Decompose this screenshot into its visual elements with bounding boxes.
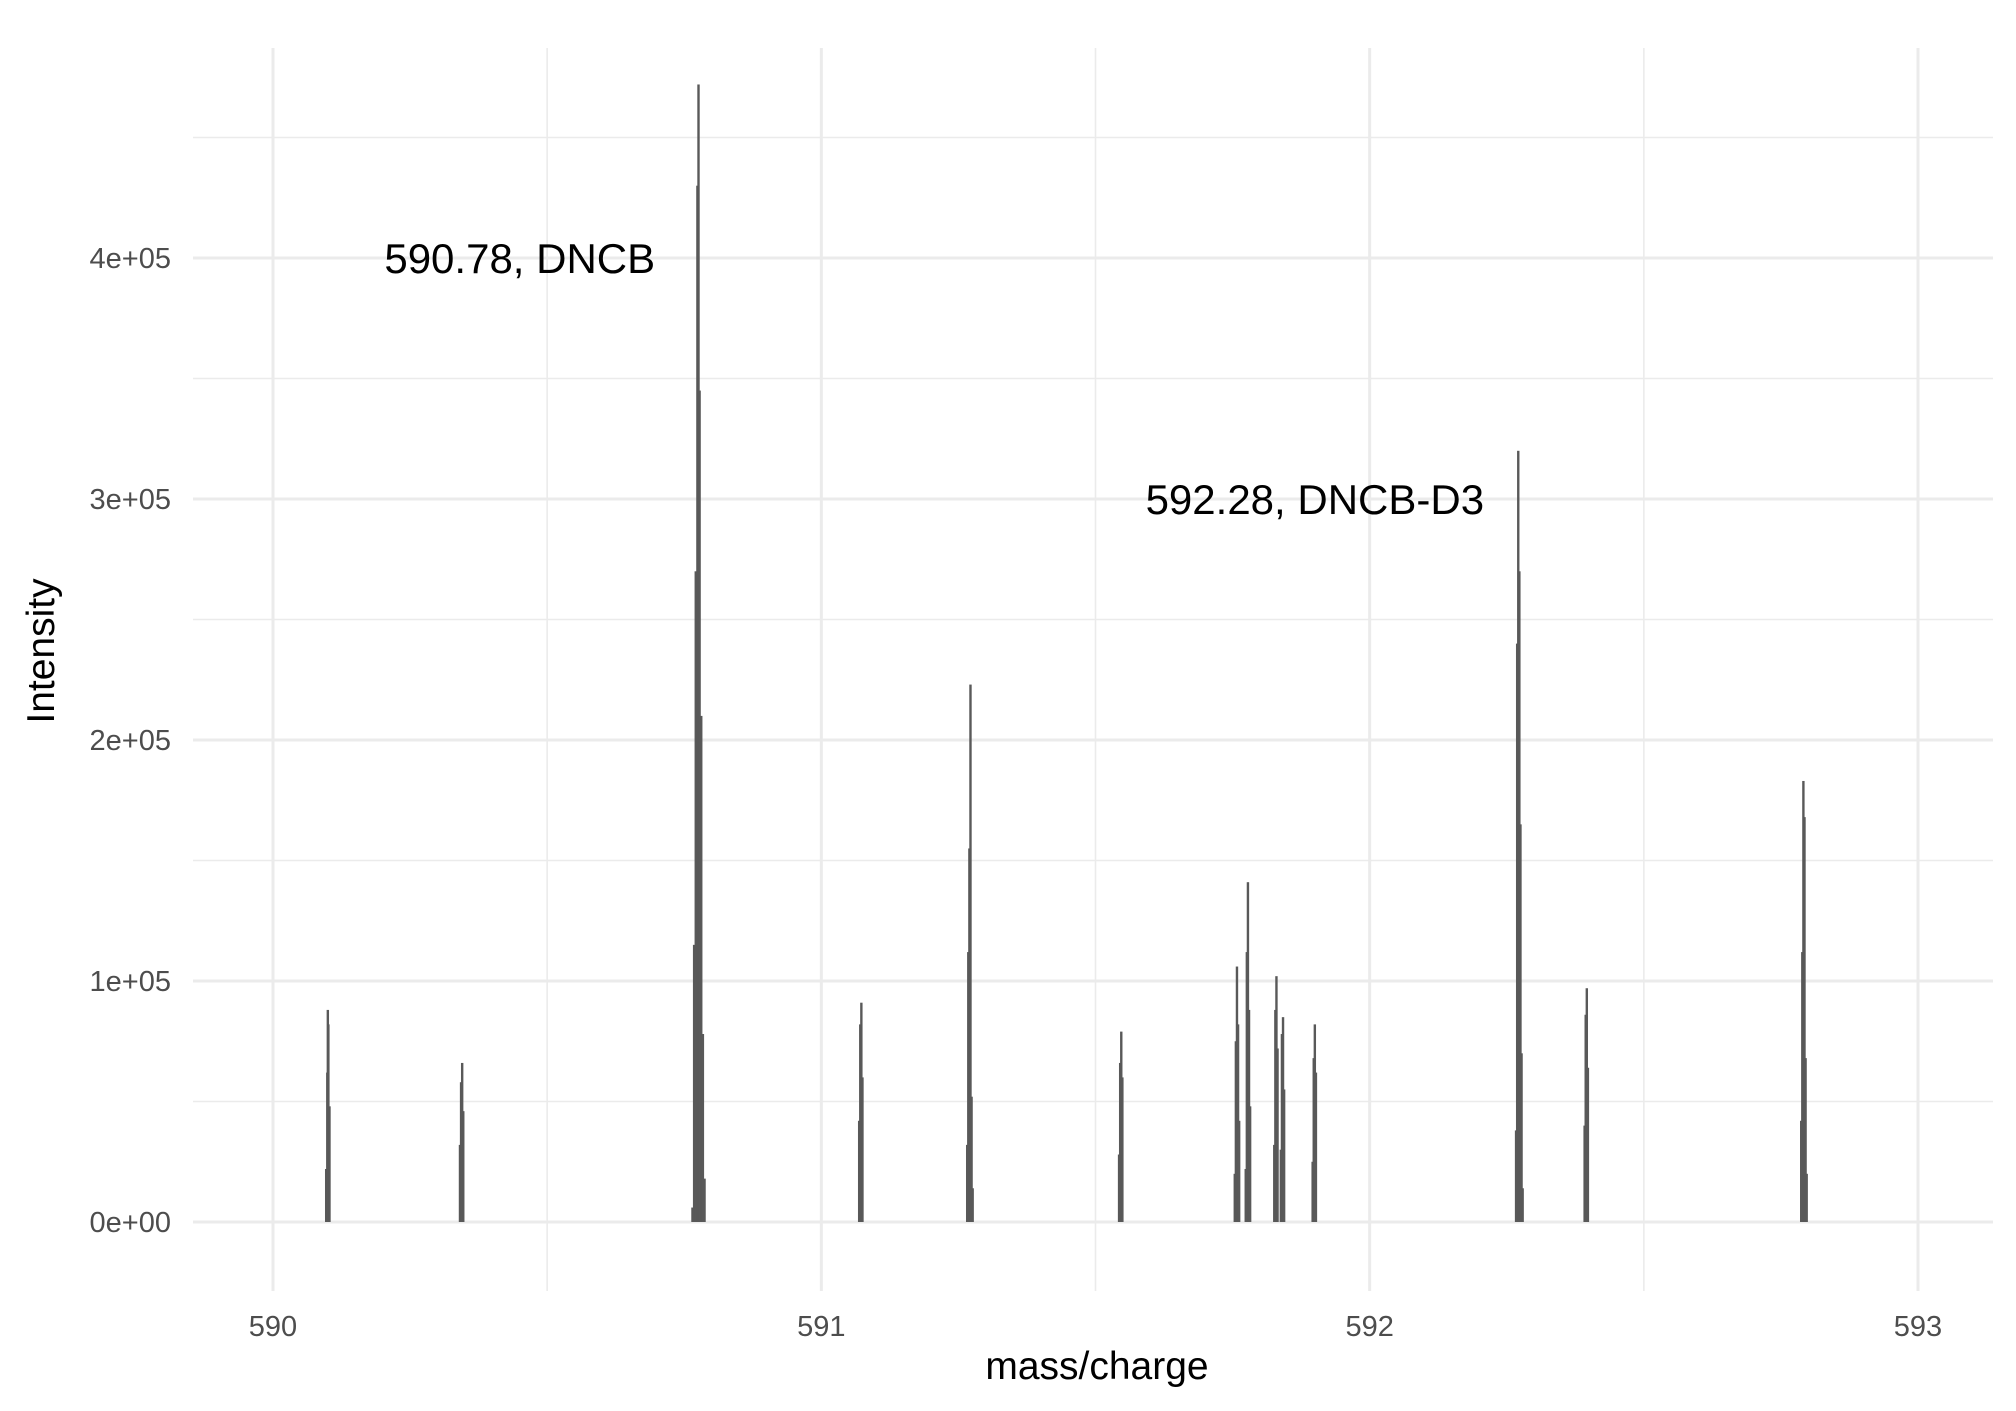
intensity-bar bbox=[1803, 817, 1806, 1222]
x-axis-title: mass/charge bbox=[985, 1345, 1208, 1388]
y-tick-label: 0e+00 bbox=[90, 1207, 171, 1239]
x-tick-label: 593 bbox=[1894, 1311, 1942, 1343]
intensity-bar bbox=[694, 571, 697, 1222]
y-tick-label: 2e+05 bbox=[90, 725, 171, 757]
y-axis-ticks: 0e+00 1e+05 2e+05 3e+05 4e+05 bbox=[90, 243, 171, 1239]
intensity-bar bbox=[1237, 1120, 1241, 1222]
x-tick-label: 591 bbox=[797, 1311, 845, 1343]
intensity-bar bbox=[1276, 1048, 1279, 1222]
intensity-bar bbox=[1248, 1106, 1252, 1222]
x-axis-ticks: 590 591 592 593 bbox=[249, 1311, 1942, 1343]
intensity-bar bbox=[969, 684, 972, 1222]
intensity-bar bbox=[698, 390, 701, 1222]
intensity-bar bbox=[861, 1077, 864, 1222]
y-axis-title: Intensity bbox=[20, 578, 63, 724]
intensity-bar bbox=[328, 1106, 331, 1222]
intensity-bar bbox=[1314, 1072, 1318, 1222]
intensity-bar bbox=[701, 1034, 705, 1222]
intensity-bar bbox=[1586, 1067, 1590, 1222]
intensity-bar bbox=[1519, 824, 1522, 1222]
intensity-bar bbox=[691, 1207, 694, 1222]
x-tick-label: 590 bbox=[249, 1311, 297, 1343]
intensity-bar bbox=[971, 1188, 974, 1222]
intensity-bar bbox=[1520, 1053, 1523, 1222]
intensity-bar bbox=[970, 1096, 973, 1222]
intensity-bar bbox=[703, 1178, 706, 1222]
intensity-bar bbox=[692, 944, 696, 1222]
x-tick-label: 592 bbox=[1345, 1311, 1393, 1343]
intensity-bar bbox=[1805, 1173, 1808, 1222]
intensity-bar bbox=[1121, 1077, 1124, 1222]
intensity-bar bbox=[462, 1111, 465, 1222]
y-tick-label: 3e+05 bbox=[90, 484, 171, 516]
intensity-bar bbox=[1521, 1188, 1524, 1222]
y-tick-label: 4e+05 bbox=[90, 243, 171, 275]
intensity-bar bbox=[1282, 1089, 1286, 1222]
major-grid bbox=[193, 48, 1993, 1291]
peak-label: 592.28, DNCB-D3 bbox=[1146, 476, 1484, 523]
peak-annotations: 590.78, DNCB 592.28, DNCB-D3 bbox=[384, 235, 1484, 523]
intensity-bar bbox=[700, 715, 703, 1222]
peak-label: 590.78, DNCB bbox=[384, 235, 655, 282]
intensity-bars bbox=[324, 84, 1808, 1223]
intensity-bar bbox=[1804, 1058, 1807, 1222]
minor-grid bbox=[193, 48, 1993, 1291]
y-tick-label: 1e+05 bbox=[90, 966, 171, 998]
